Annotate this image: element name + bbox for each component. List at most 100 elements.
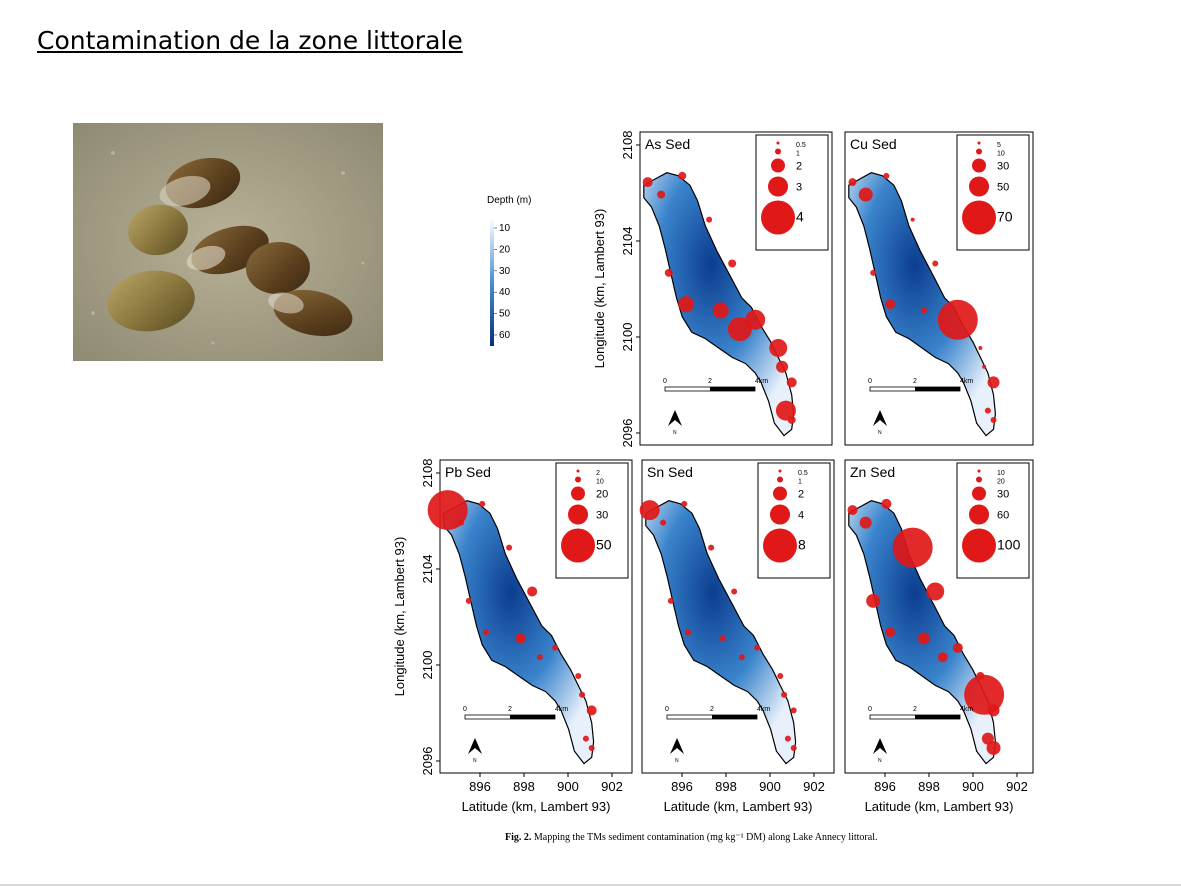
site-bubble bbox=[883, 172, 890, 179]
site-bubble bbox=[506, 544, 513, 551]
site-bubble bbox=[787, 415, 796, 424]
depth-label: 40 bbox=[499, 287, 511, 298]
depth-label: 30 bbox=[499, 266, 511, 277]
x-tick-label: 898 bbox=[513, 779, 535, 794]
legend-bubble bbox=[575, 476, 581, 483]
scale-bar-fill bbox=[915, 387, 960, 391]
site-bubble bbox=[858, 187, 873, 202]
site-bubble bbox=[892, 527, 933, 568]
site-bubble bbox=[738, 654, 745, 661]
legend-bubble bbox=[777, 476, 783, 483]
scale-bar-fill bbox=[915, 715, 960, 719]
legend-size-label: 30 bbox=[997, 161, 1009, 173]
x-tick-label: 896 bbox=[874, 779, 896, 794]
lake-shape bbox=[645, 500, 797, 765]
scale-label: 2 bbox=[508, 706, 512, 713]
x-tick-label: 898 bbox=[918, 779, 940, 794]
y-axis-label: Longitude (km, Lambert 93) bbox=[592, 209, 607, 369]
scale-label: 0 bbox=[665, 706, 669, 713]
site-bubble bbox=[986, 740, 1001, 755]
lake-shape bbox=[443, 500, 595, 765]
site-bubble bbox=[885, 627, 896, 638]
legend-bubble bbox=[969, 504, 989, 525]
legend-bubble bbox=[778, 469, 782, 473]
y-tick-label: 2104 bbox=[420, 555, 435, 584]
legend-size-label: 10 bbox=[997, 151, 1005, 158]
legend-bubble bbox=[773, 486, 787, 501]
north-label: N bbox=[878, 758, 882, 764]
site-bubble bbox=[987, 376, 1000, 389]
site-bubble bbox=[719, 635, 726, 642]
site-bubble bbox=[681, 500, 688, 507]
legend-bubble bbox=[776, 141, 780, 145]
scale-bar-fill bbox=[710, 387, 755, 391]
legend-bubble bbox=[763, 528, 797, 563]
site-bubble bbox=[479, 500, 486, 507]
legend-size-label: 30 bbox=[997, 489, 1009, 501]
north-label: N bbox=[473, 758, 477, 764]
site-bubble bbox=[708, 544, 715, 551]
legend-bubble bbox=[771, 158, 785, 173]
figure-caption: Fig. 2. Mapping the TMs sediment contami… bbox=[505, 832, 877, 843]
panel-title: As Sed bbox=[645, 136, 690, 152]
depth-label: 10 bbox=[499, 223, 511, 234]
lake-shape bbox=[848, 172, 997, 437]
map-panel-cu-sed: Cu Sed 5 10 30 50 70 0 2 4km N bbox=[844, 131, 1034, 446]
depth-label: 20 bbox=[499, 244, 511, 255]
depth-legend-title: Depth (m) bbox=[487, 195, 531, 206]
legend-bubble bbox=[962, 200, 996, 235]
size-legend-box bbox=[956, 462, 1030, 579]
scale-label: 2 bbox=[913, 378, 917, 385]
legend-size-label: 20 bbox=[997, 479, 1005, 486]
legend-bubble bbox=[761, 200, 795, 235]
legend-size-label: 0.5 bbox=[796, 142, 806, 149]
legend-size-label: 100 bbox=[997, 537, 1021, 553]
site-bubble bbox=[745, 309, 766, 330]
legend-bubble bbox=[972, 158, 986, 173]
site-bubble bbox=[937, 299, 978, 340]
legend-size-label: 60 bbox=[997, 510, 1009, 522]
depth-colorbar bbox=[490, 218, 494, 346]
caption-text: Mapping the TMs sediment contamination (… bbox=[533, 832, 878, 843]
scale-label: 2 bbox=[708, 378, 712, 385]
x-tick-label: 896 bbox=[671, 779, 693, 794]
site-bubble bbox=[848, 178, 857, 187]
legend-size-label: 70 bbox=[997, 209, 1013, 225]
legend-bubble bbox=[969, 176, 989, 197]
site-bubble bbox=[926, 582, 945, 601]
map-panel-sn-sed: Sn Sed 0.5 1 2 4 8 0 2 4km N bbox=[639, 459, 835, 774]
site-bubble bbox=[859, 516, 872, 529]
site-bubble bbox=[866, 593, 881, 608]
scale-label: 0 bbox=[663, 378, 667, 385]
scale-label: 2 bbox=[710, 706, 714, 713]
size-legend-box bbox=[757, 462, 831, 579]
site-bubble bbox=[870, 269, 877, 276]
panel-title: Sn Sed bbox=[647, 464, 693, 480]
site-bubble bbox=[978, 345, 983, 350]
site-bubble bbox=[712, 302, 729, 319]
legend-size-label: 0.5 bbox=[798, 470, 808, 477]
map-panel-as-sed: As Sed 0.5 1 2 3 4 0 2 4km N bbox=[639, 131, 833, 446]
y-tick-label: 2100 bbox=[620, 323, 635, 352]
site-bubble bbox=[769, 338, 788, 357]
size-legend-box bbox=[755, 134, 829, 251]
x-tick-label: 902 bbox=[803, 779, 825, 794]
x-tick-label: 900 bbox=[759, 779, 781, 794]
x-tick-label: 896 bbox=[469, 779, 491, 794]
panel-title: Pb Sed bbox=[445, 464, 491, 480]
scale-label: 4km bbox=[960, 706, 973, 713]
legend-size-label: 8 bbox=[798, 537, 806, 553]
north-arrow-icon bbox=[468, 738, 482, 754]
north-arrow-icon bbox=[873, 738, 887, 754]
site-bubble bbox=[536, 654, 543, 661]
depth-label: 50 bbox=[499, 309, 511, 320]
site-bubble bbox=[952, 642, 963, 653]
legend-bubble bbox=[972, 486, 986, 501]
site-bubble bbox=[776, 360, 789, 373]
map-panel-zn-sed: Zn Sed 10 20 30 60 100 0 2 4km N bbox=[844, 459, 1034, 774]
site-bubble bbox=[582, 735, 589, 742]
panel-title: Zn Sed bbox=[850, 464, 895, 480]
size-legend-box bbox=[555, 462, 629, 579]
site-bubble bbox=[987, 704, 1000, 717]
legend-bubble bbox=[571, 486, 585, 501]
